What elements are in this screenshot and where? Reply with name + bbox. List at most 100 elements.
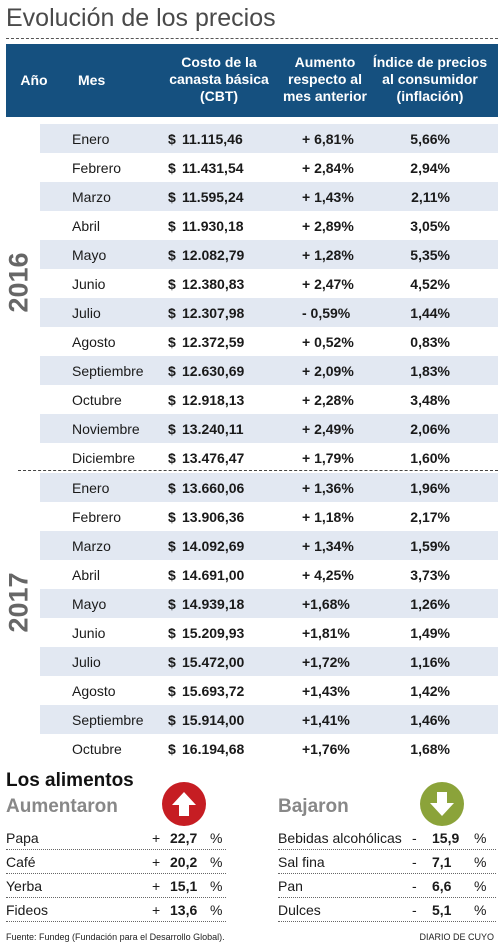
food-divider	[278, 849, 496, 850]
month-cell: Enero	[72, 480, 110, 496]
ipc-cell: 1,59%	[410, 538, 450, 554]
table-row: Octubre $12.918,13 + 2,28% 3,48%	[40, 385, 498, 414]
ipc-cell: 2,17%	[410, 509, 450, 525]
year-block-2017: Enero $13.660,06 + 1,36% 1,96% Febrero $13.90…	[40, 473, 498, 763]
cbt-cell: 15.914,00	[182, 712, 245, 728]
month-cell: Marzo	[72, 189, 111, 205]
food-value: 13,6	[170, 902, 198, 918]
cbt-cell: 11.115,46	[182, 131, 243, 147]
cbt-cell: 13.660,06	[182, 480, 245, 496]
increase-cell: +1,72%	[302, 654, 350, 670]
table-row: Noviembre $13.240,11 + 2,49% 2,06%	[40, 414, 498, 443]
increase-cell: + 2,47%	[302, 276, 354, 292]
ipc-cell: 1,44%	[410, 305, 450, 321]
year-divider	[18, 470, 498, 471]
food-name: Yerba	[6, 878, 43, 894]
month-cell: Mayo	[72, 247, 107, 263]
currency-symbol: $	[168, 305, 176, 321]
currency-symbol: $	[168, 683, 176, 699]
food-unit: %	[210, 902, 223, 918]
year-label-2017: 2017	[3, 572, 34, 633]
ipc-cell: 3,48%	[410, 392, 450, 408]
currency-symbol: $	[168, 421, 176, 437]
cbt-cell: 15.472,00	[182, 654, 245, 670]
food-sign: -	[412, 878, 417, 894]
cbt-cell: 13.240,11	[182, 421, 244, 437]
food-value: 22,7	[170, 830, 198, 846]
month-cell: Abril	[72, 567, 101, 583]
food-unit: %	[474, 830, 487, 846]
header-ipc: Índice de precios al consumidor (inflaci…	[372, 54, 488, 104]
food-divider	[278, 897, 496, 898]
cbt-cell: 12.380,83	[182, 276, 245, 292]
currency-symbol: $	[168, 392, 176, 408]
food-unit: %	[474, 878, 487, 894]
year-block-2016: Enero $11.115,46 + 6,81% 5,66% Febrero $11.43…	[40, 124, 498, 472]
month-cell: Febrero	[72, 160, 122, 176]
table-row: Julio $15.472,00 +1,72% 1,16%	[40, 647, 498, 676]
food-unit: %	[210, 830, 223, 846]
food-item-up: Yerba +15,1%	[6, 877, 226, 897]
cbt-cell: 12.372,59	[182, 334, 245, 350]
increase-cell: + 6,81%	[302, 131, 354, 147]
table-row: Febrero $11.431,54 + 2,84% 2,94%	[40, 153, 498, 182]
cbt-cell: 11.930,18	[182, 218, 244, 234]
food-unit: %	[210, 854, 223, 870]
table-row: Marzo $11.595,24 + 1,43% 2,11%	[40, 182, 498, 211]
increase-cell: + 4,25%	[302, 567, 354, 583]
increase-cell: + 2,28%	[302, 392, 354, 408]
ipc-cell: 3,73%	[410, 567, 450, 583]
food-item-down: Sal fina -7,1%	[278, 853, 496, 873]
ipc-cell: 1,49%	[410, 625, 450, 641]
ipc-cell: 1,60%	[410, 450, 450, 466]
table-row: Octubre $16.194,68 +1,76% 1,68%	[40, 734, 498, 763]
cbt-cell: 13.906,36	[182, 509, 245, 525]
currency-symbol: $	[168, 625, 176, 641]
currency-symbol: $	[168, 218, 176, 234]
food-item-down: Pan -6,6%	[278, 877, 496, 897]
ipc-cell: 1,42%	[410, 683, 450, 699]
currency-symbol: $	[168, 160, 176, 176]
increase-cell: + 2,84%	[302, 160, 354, 176]
currency-symbol: $	[168, 741, 176, 757]
table-row: Mayo $14.939,18 +1,68% 1,26%	[40, 589, 498, 618]
increase-cell: + 2,49%	[302, 421, 354, 437]
table-row: Agosto $15.693,72 +1,43% 1,42%	[40, 676, 498, 705]
cbt-cell: 15.693,72	[182, 683, 245, 699]
food-name: Dulces	[278, 902, 321, 918]
month-cell: Febrero	[72, 509, 122, 525]
cbt-cell: 13.476,47	[182, 450, 245, 466]
food-item-up: Fideos +13,6%	[6, 901, 226, 921]
food-value: 15,1	[170, 878, 198, 894]
food-divider	[6, 873, 226, 874]
food-sign: +	[152, 878, 161, 894]
month-cell: Septiembre	[72, 712, 144, 728]
ipc-cell: 0,83%	[410, 334, 450, 350]
food-sign: -	[412, 854, 417, 870]
increase-cell: + 1,79%	[302, 450, 354, 466]
increase-cell: + 1,43%	[302, 189, 354, 205]
cbt-cell: 16.194,68	[182, 741, 245, 757]
table-row: Febrero $13.906,36 + 1,18% 2,17%	[40, 502, 498, 531]
food-name: Café	[6, 854, 36, 870]
currency-symbol: $	[168, 131, 176, 147]
food-divider	[6, 849, 226, 850]
cbt-cell: 14.691,00	[182, 567, 245, 583]
currency-symbol: $	[168, 538, 176, 554]
food-unit: %	[474, 902, 487, 918]
food-item-up: Café +20,2%	[6, 853, 226, 873]
header-year: Año	[20, 72, 48, 88]
cbt-cell: 15.209,93	[182, 625, 245, 641]
food-value: 15,9	[432, 830, 460, 846]
month-cell: Junio	[72, 625, 106, 641]
table-row: Mayo $12.082,79 + 1,28% 5,35%	[40, 240, 498, 269]
currency-symbol: $	[168, 654, 176, 670]
food-sign: -	[412, 830, 417, 846]
foods-title: Los alimentos	[6, 770, 134, 791]
month-cell: Octubre	[72, 392, 122, 408]
table-row: Abril $11.930,18 + 2,89% 3,05%	[40, 211, 498, 240]
cbt-cell: 11.431,54	[182, 160, 244, 176]
cbt-cell: 12.630,69	[182, 363, 245, 379]
ipc-cell: 1,96%	[410, 480, 450, 496]
month-cell: Diciembre	[72, 450, 136, 466]
